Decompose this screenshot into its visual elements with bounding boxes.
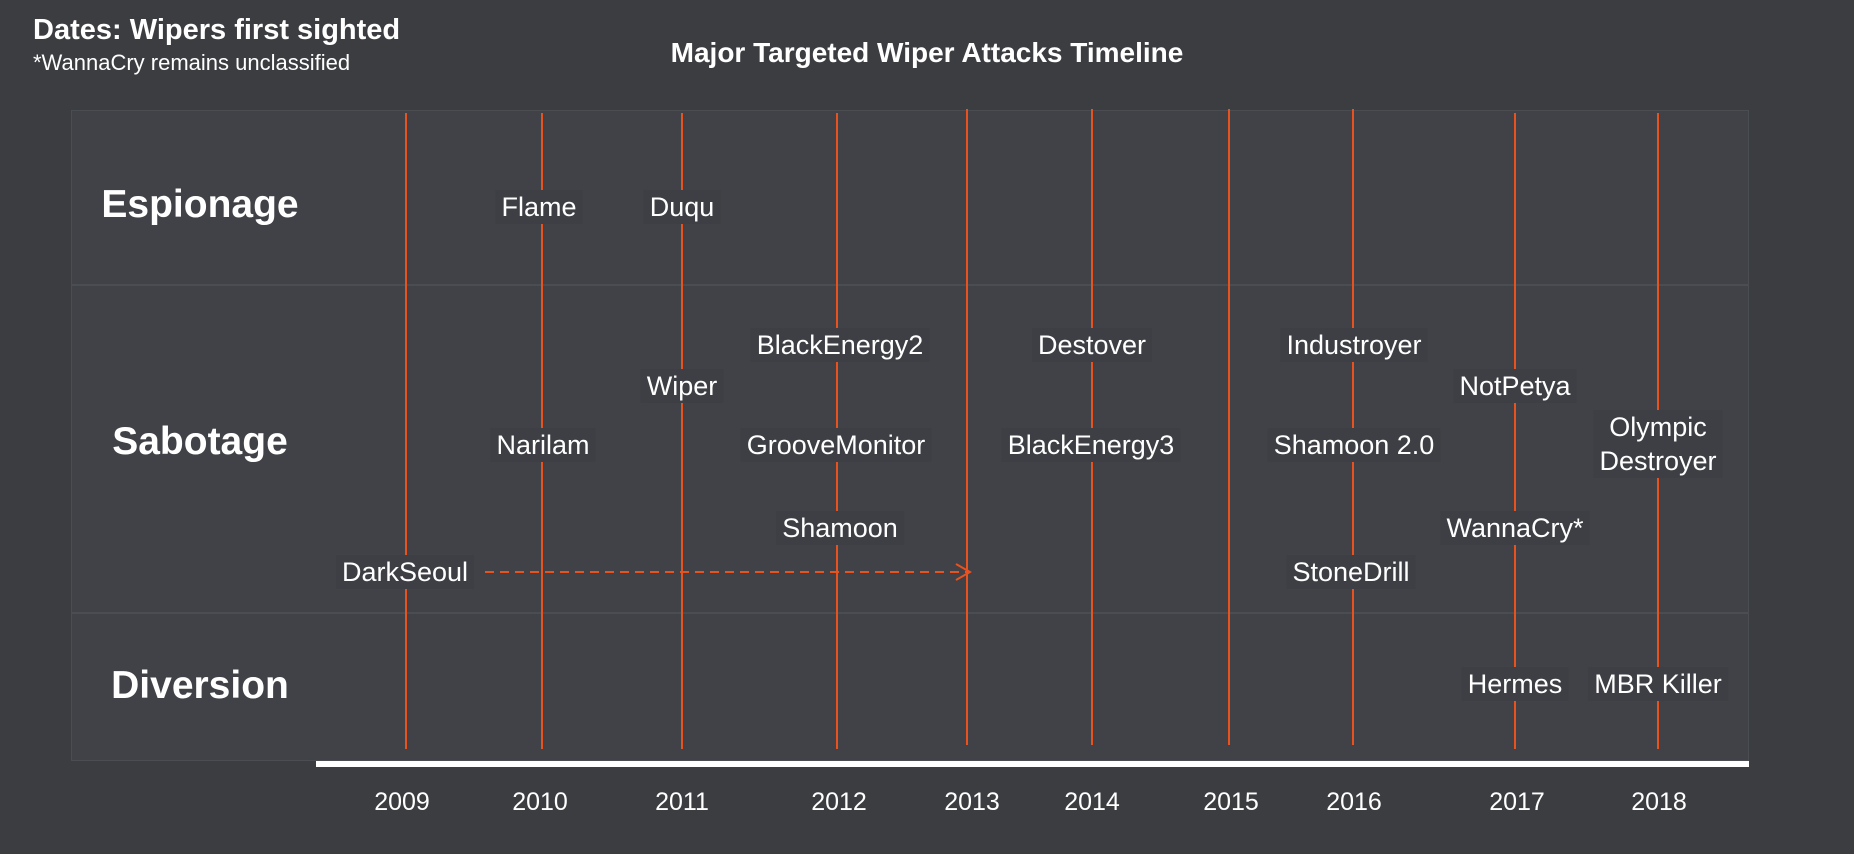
event-olympic-line1: Olympic xyxy=(1609,412,1707,442)
footnote: *WannaCry remains unclassified xyxy=(33,50,351,75)
year-label: 2016 xyxy=(1326,788,1382,816)
event-blackenergy3: BlackEnergy3 xyxy=(1001,428,1181,462)
year-line-2011 xyxy=(681,113,683,749)
chart-title: Major Targeted Wiper Attacks Timeline xyxy=(670,37,1184,68)
event-darkseoul: DarkSeoul xyxy=(335,555,475,589)
row-label-diversion: Diversion xyxy=(111,664,289,707)
event-notpetya: NotPetya xyxy=(1453,369,1577,403)
event-shamoon-2: Shamoon 2.0 xyxy=(1267,428,1441,462)
year-line-2014 xyxy=(1091,109,1093,745)
year-line-2009 xyxy=(405,113,407,749)
year-label: 2013 xyxy=(944,788,1000,816)
event-shamoon: Shamoon xyxy=(776,511,904,545)
year-line-2013 xyxy=(966,109,968,745)
event-stonedrill: StoneDrill xyxy=(1286,555,1416,589)
dates-header: Dates: Wipers first sighted xyxy=(33,14,401,46)
year-label: 2015 xyxy=(1203,788,1259,816)
event-industroyer: Industroyer xyxy=(1280,328,1428,362)
event-olympic-line2: Destroyer xyxy=(1599,446,1717,476)
year-label: 2018 xyxy=(1631,788,1687,816)
year-label: 2010 xyxy=(512,788,568,816)
year-label: 2014 xyxy=(1064,788,1120,816)
row-label-espionage: Espionage xyxy=(101,183,299,226)
event-hermes: Hermes xyxy=(1461,667,1569,701)
year-line-2016 xyxy=(1352,109,1354,745)
event-duqu: Duqu xyxy=(643,190,721,224)
year-label: 2017 xyxy=(1489,788,1545,816)
event-olympic-destroyer: Olympic Destroyer xyxy=(1593,410,1723,478)
event-mbr-killer: MBR Killer xyxy=(1588,667,1728,701)
event-flame: Flame xyxy=(495,190,583,224)
timeline-axis xyxy=(316,761,1749,767)
event-destover: Destover xyxy=(1031,328,1153,362)
row-label-sabotage: Sabotage xyxy=(112,420,288,463)
event-narilam: Narilam xyxy=(490,428,596,462)
event-blackenergy2: BlackEnergy2 xyxy=(750,328,930,362)
year-label: 2009 xyxy=(374,788,430,816)
year-label: 2011 xyxy=(655,788,709,816)
year-line-2017 xyxy=(1514,113,1516,749)
espionage-band xyxy=(71,110,1749,285)
event-wiper: Wiper xyxy=(640,369,724,403)
year-line-2015 xyxy=(1228,109,1230,745)
event-groovemonitor: GrooveMonitor xyxy=(740,428,932,462)
event-wannacry: WannaCry* xyxy=(1440,511,1590,545)
year-label: 2012 xyxy=(811,788,867,816)
